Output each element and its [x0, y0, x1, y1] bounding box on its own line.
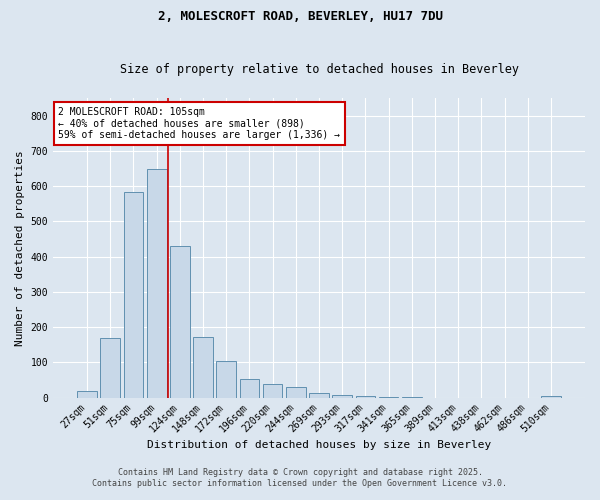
Bar	[77, 391, 97, 398]
Bar	[356, 396, 375, 398]
Bar	[541, 396, 561, 398]
Bar	[263, 384, 283, 398]
Title: Size of property relative to detached houses in Beverley: Size of property relative to detached ho…	[119, 63, 518, 76]
Bar	[402, 397, 422, 398]
Bar	[217, 362, 236, 398]
Text: 2, MOLESCROFT ROAD, BEVERLEY, HU17 7DU: 2, MOLESCROFT ROAD, BEVERLEY, HU17 7DU	[157, 10, 443, 23]
Bar	[309, 393, 329, 398]
Bar	[379, 396, 398, 398]
Bar	[239, 379, 259, 398]
Bar	[332, 395, 352, 398]
Bar	[147, 169, 167, 398]
Bar	[124, 192, 143, 398]
Bar	[170, 246, 190, 398]
Text: Contains HM Land Registry data © Crown copyright and database right 2025.
Contai: Contains HM Land Registry data © Crown c…	[92, 468, 508, 487]
Bar	[100, 338, 120, 398]
Bar	[193, 337, 213, 398]
Y-axis label: Number of detached properties: Number of detached properties	[15, 150, 25, 346]
Text: 2 MOLESCROFT ROAD: 105sqm
← 40% of detached houses are smaller (898)
59% of semi: 2 MOLESCROFT ROAD: 105sqm ← 40% of detac…	[58, 107, 340, 140]
X-axis label: Distribution of detached houses by size in Beverley: Distribution of detached houses by size …	[147, 440, 491, 450]
Bar	[286, 387, 305, 398]
